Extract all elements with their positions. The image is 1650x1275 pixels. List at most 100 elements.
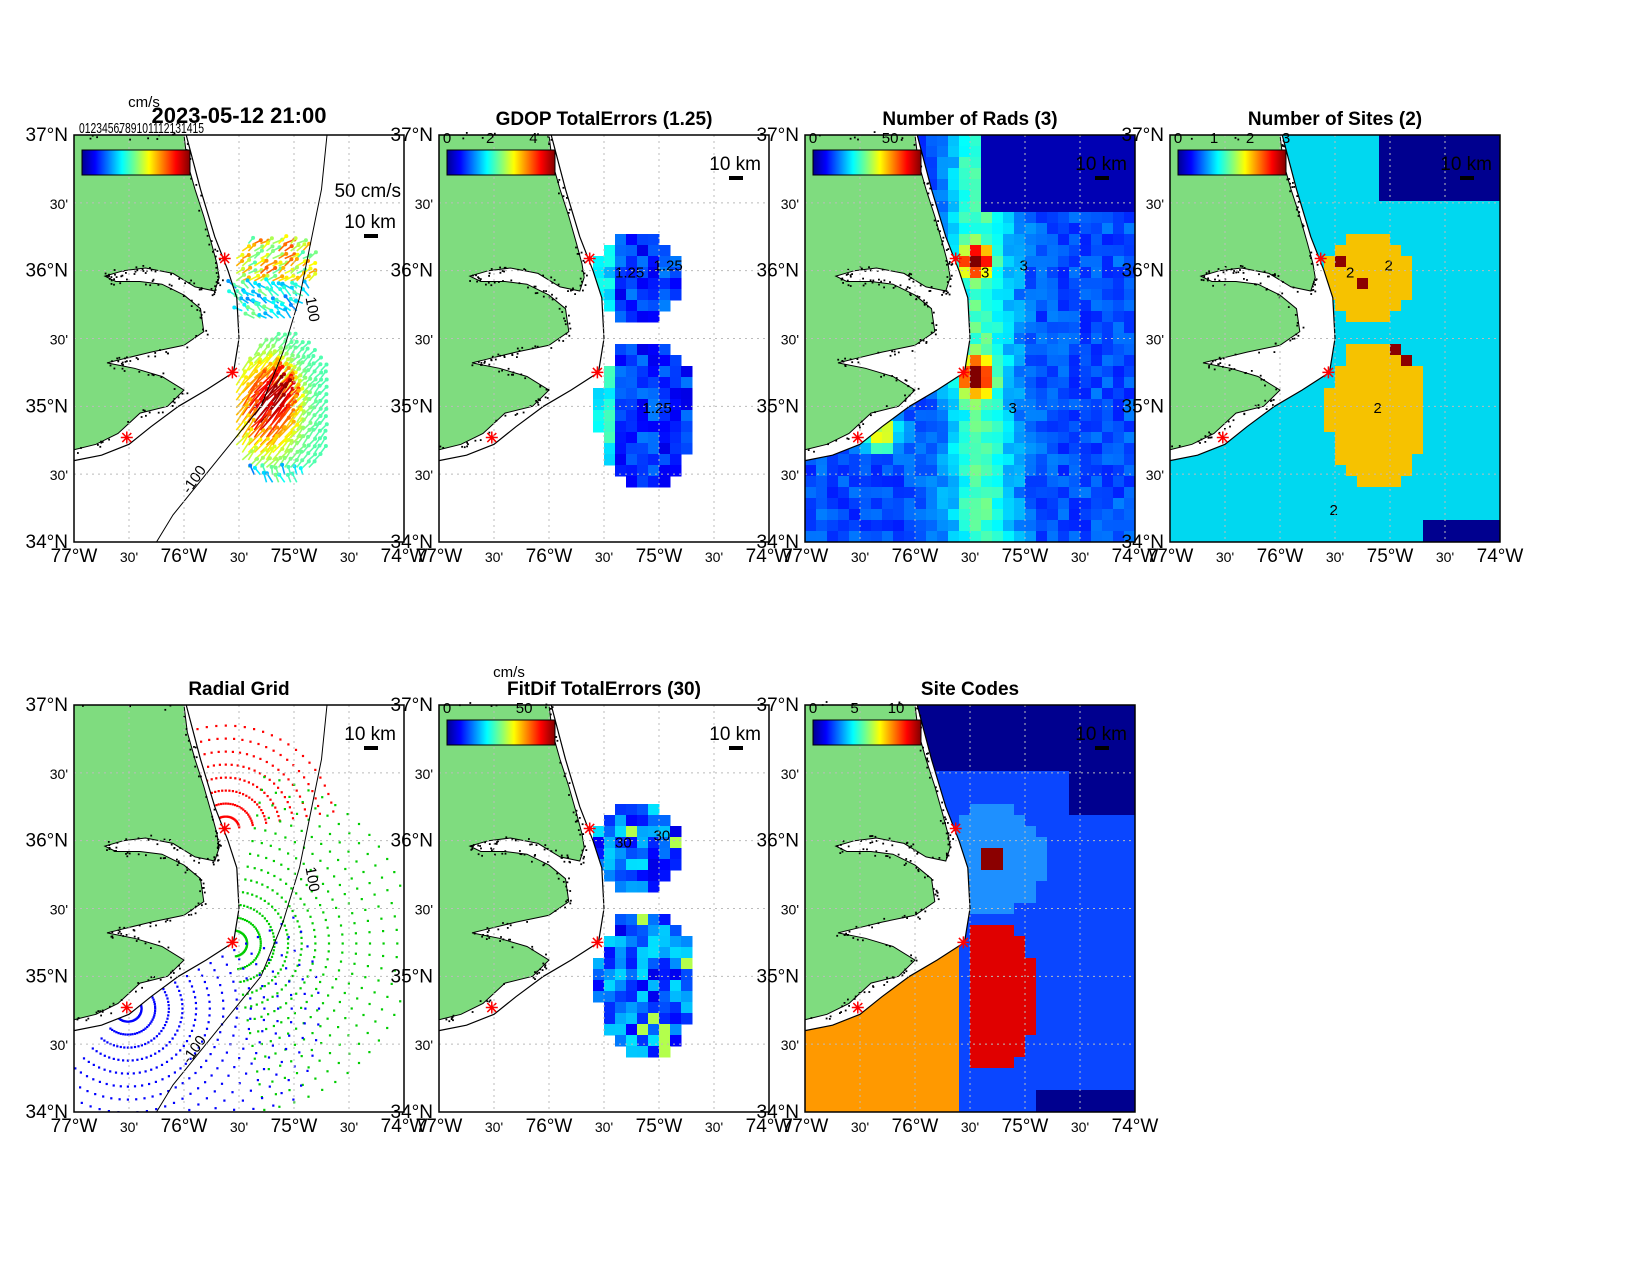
shore-dot [1297, 215, 1300, 217]
grid-cell [1357, 366, 1369, 378]
grid-cell [1069, 245, 1081, 257]
radial-grid-point [295, 789, 298, 792]
grid-cell [1335, 388, 1347, 400]
radial-grid-point [263, 967, 266, 970]
shore-dot [908, 274, 910, 276]
shore-dot [910, 273, 913, 276]
grid-cell [1412, 212, 1424, 224]
grid-cell [648, 289, 660, 301]
grid-cell [604, 421, 616, 433]
radial-grid-point [261, 883, 264, 886]
grid-cell [1058, 476, 1070, 488]
radial-grid-point [315, 975, 318, 979]
grid-cell [681, 432, 693, 444]
grid-cell [1181, 465, 1193, 477]
radial-grid-point [128, 1020, 131, 1023]
grid-cell [904, 454, 916, 466]
vector-head [257, 313, 262, 317]
vector-head [308, 376, 313, 381]
grid-cell [1080, 146, 1092, 158]
grid-cell [893, 531, 905, 542]
radial-grid-point [305, 883, 308, 887]
grid-cell [659, 245, 671, 257]
shore-dot [129, 705, 131, 708]
grid-cell [871, 487, 883, 499]
grid-cell [1203, 476, 1215, 488]
grid-cell [937, 454, 949, 466]
radial-grid-point [258, 949, 261, 952]
grid-cell [1423, 377, 1435, 389]
grid-cell [1014, 234, 1026, 246]
radial-grid-point [278, 848, 281, 851]
grid-cell [849, 509, 861, 521]
grid-cell [1467, 465, 1479, 477]
grid-cell [1236, 509, 1248, 521]
radial-grid-point [279, 878, 282, 881]
grid-cell [1368, 509, 1380, 521]
radial-grid-point [249, 962, 253, 965]
shore-dot [555, 297, 558, 300]
vector-head [317, 436, 322, 441]
shore-dot [147, 374, 150, 376]
radial-grid-point [254, 957, 257, 960]
vector-head [248, 463, 253, 468]
shore-dot [493, 281, 496, 284]
vector-head [294, 458, 299, 462]
radial-grid-point [160, 1063, 164, 1066]
radial-grid-point [251, 924, 254, 927]
grid-cell [827, 476, 839, 488]
radial-grid-point [335, 978, 338, 981]
radial-grid-point [255, 974, 259, 977]
radial-grid-point [235, 929, 239, 933]
grid-cell [1080, 531, 1092, 542]
lat-tick-label: 30' [781, 332, 799, 348]
grid-cell [838, 520, 850, 532]
grid-cell [1357, 432, 1369, 444]
vector-head [291, 273, 296, 278]
grid-cell [615, 377, 627, 389]
lat-tick-label: 37°N [391, 125, 433, 146]
grid-cell [1102, 201, 1114, 213]
grid-cell [1346, 355, 1358, 367]
vector-head [295, 422, 300, 427]
grid-cell [626, 421, 638, 433]
grid-cell [1478, 498, 1490, 510]
grid-cell [1124, 146, 1135, 158]
radial-grid-point [255, 881, 258, 884]
grid-cell [1467, 476, 1479, 488]
grid-cell [1113, 201, 1125, 213]
radial-grid-point [178, 1025, 181, 1028]
grid-cell [1302, 201, 1314, 213]
grid-cell [659, 344, 671, 356]
radial-grid-point [326, 958, 329, 961]
radial-grid-point [362, 1013, 365, 1017]
shore-dot [539, 384, 542, 387]
grid-cell [1434, 432, 1446, 444]
radial-grid-point [308, 761, 311, 764]
grid-cell [981, 344, 993, 356]
grid-cell [1080, 465, 1092, 477]
shore-dot [479, 278, 482, 280]
shore-dot [148, 411, 151, 414]
grid-cell [1058, 443, 1070, 455]
grid-cell [1467, 388, 1479, 400]
grid-cell [1434, 344, 1446, 356]
grid-cell [1058, 509, 1070, 521]
radial-grid-point [318, 1059, 321, 1062]
grid-cell [1423, 344, 1435, 356]
vector-head [303, 381, 307, 386]
grid-cell [1445, 443, 1457, 455]
vector-head [307, 362, 312, 367]
grid-cell [981, 520, 993, 532]
grid-cell [970, 454, 982, 466]
vector-head [323, 436, 328, 440]
radial-grid-point [393, 1013, 396, 1016]
grid-cell [1412, 421, 1424, 433]
grid-cell [1258, 509, 1270, 521]
grid-cell [1269, 454, 1281, 466]
grid-cell [1324, 509, 1336, 521]
grid-cell [1124, 487, 1135, 499]
grid-cell [1014, 531, 1026, 542]
vector-head [274, 304, 279, 309]
shore-dot [909, 294, 912, 296]
